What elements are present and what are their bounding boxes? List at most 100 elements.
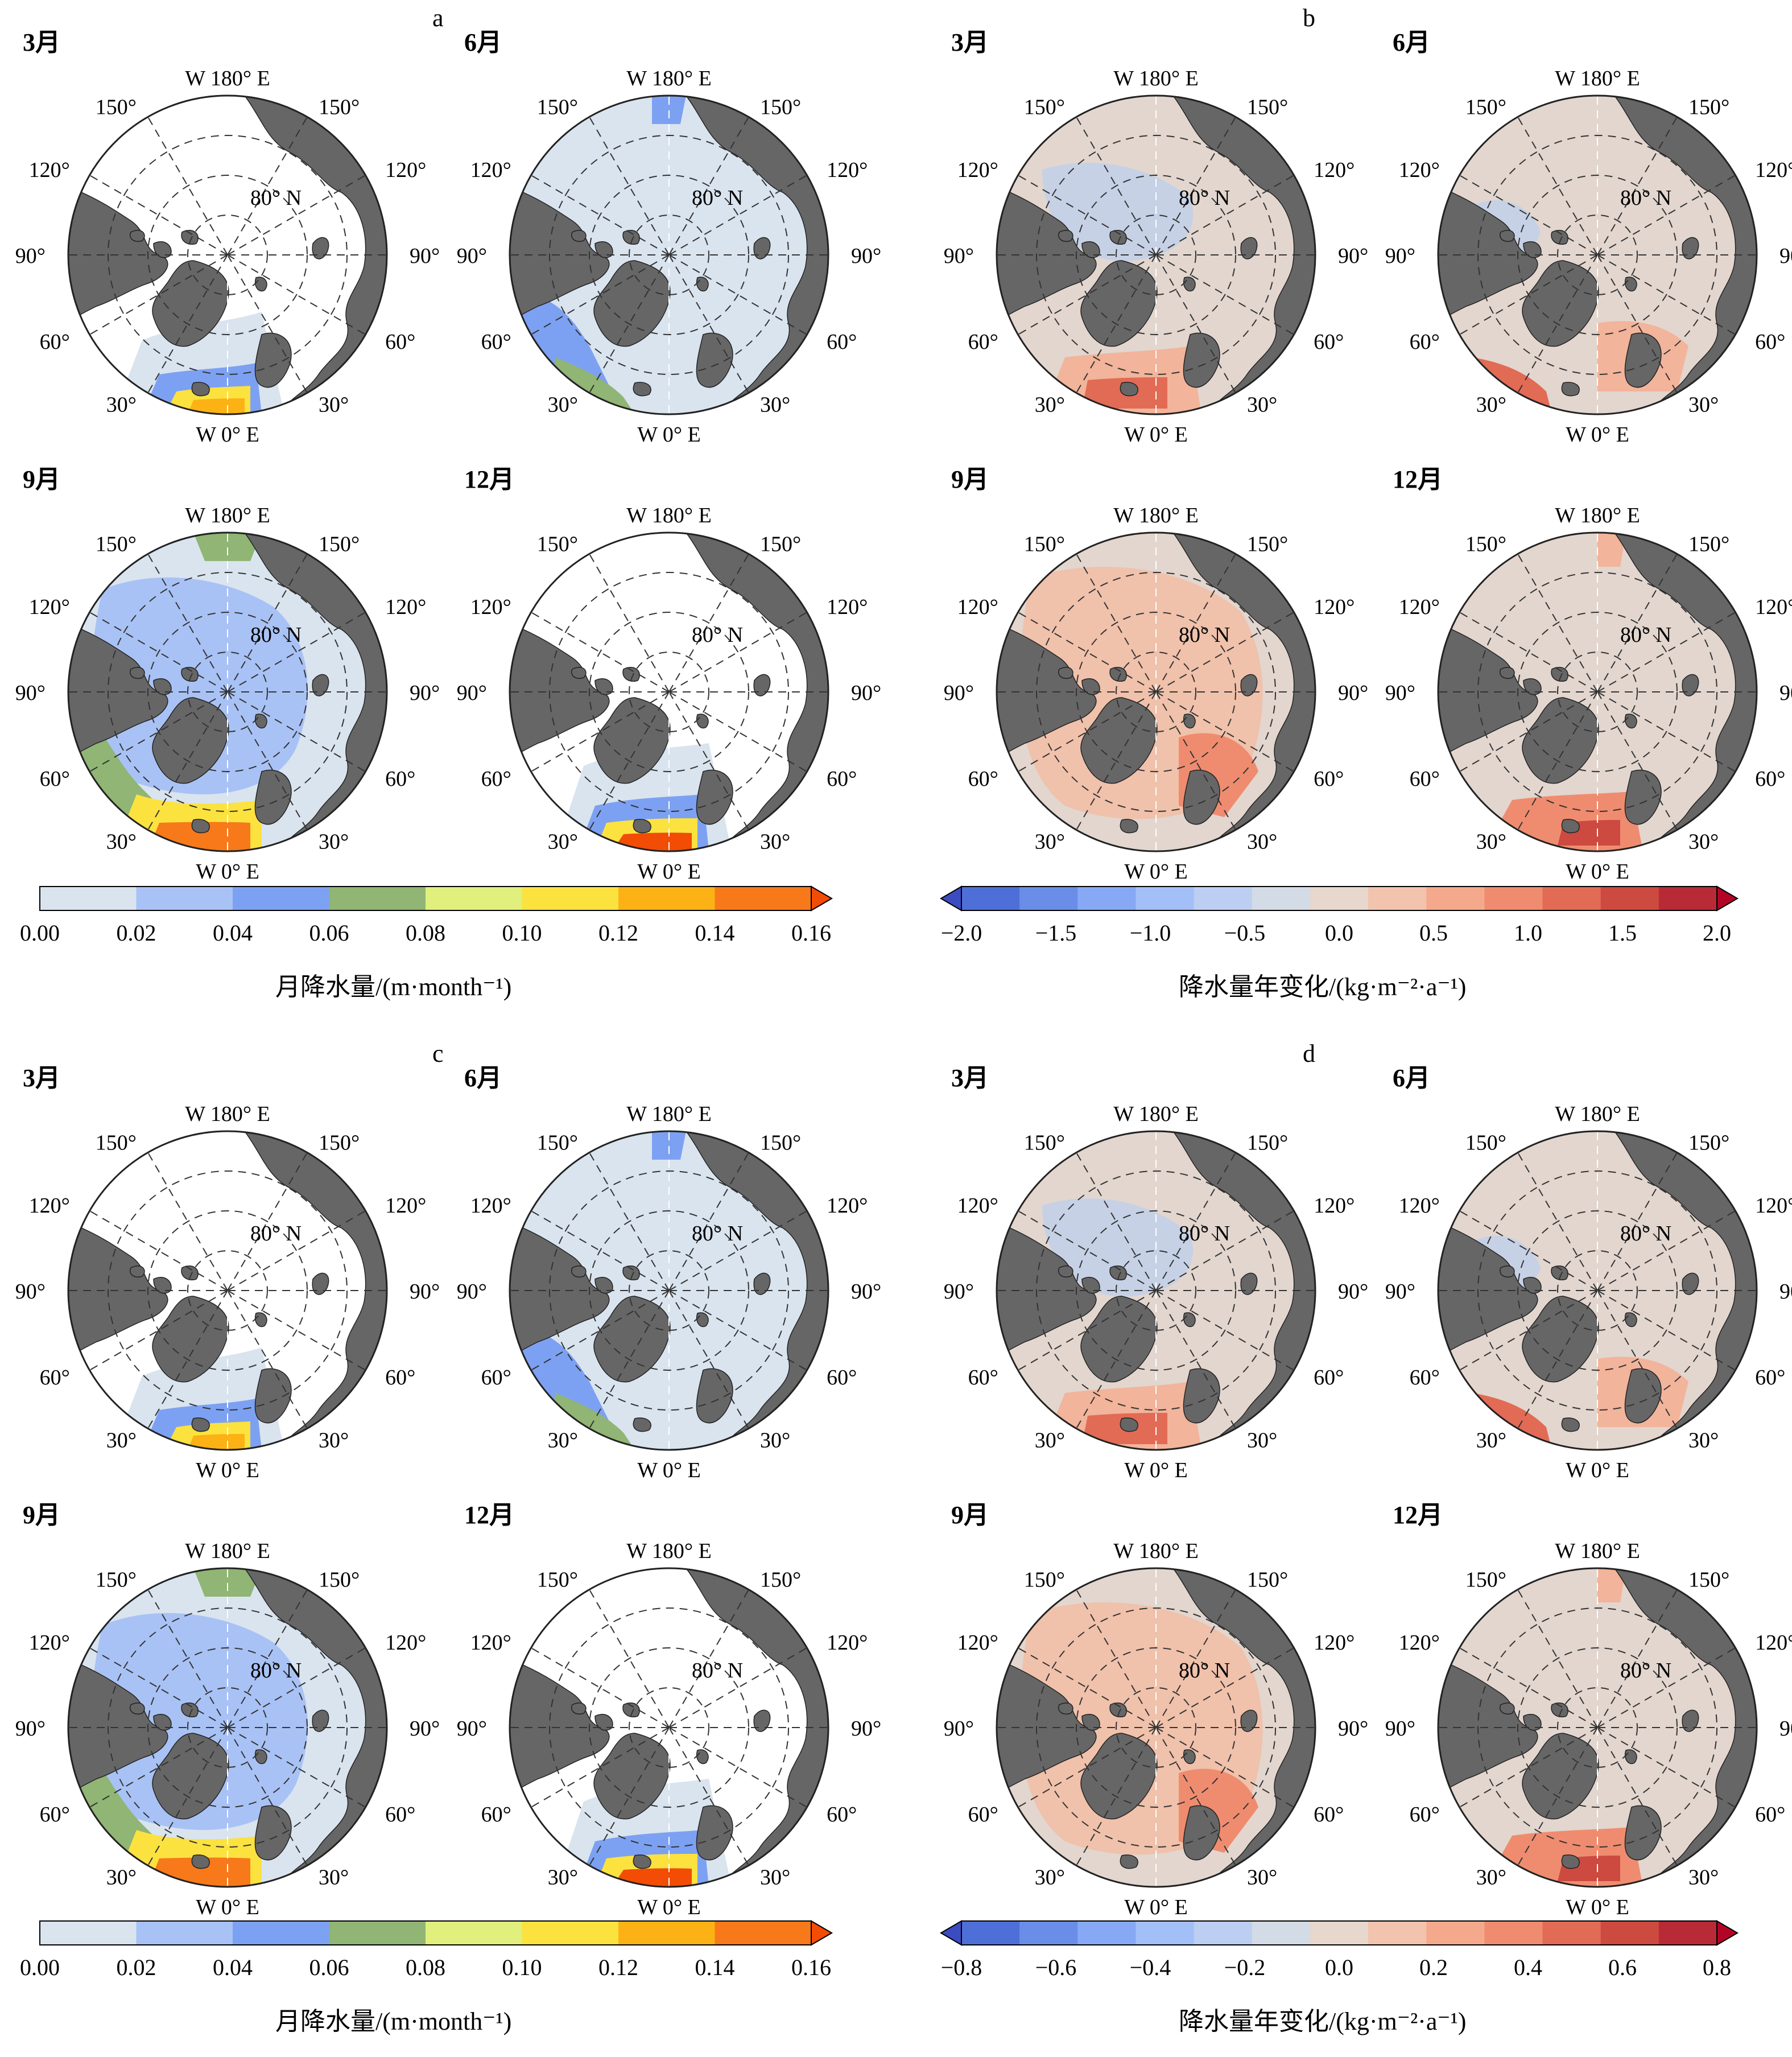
map-disc: W 180° E W 0° E 80° N 150° 150° 120° 120° 90° 90… [15,67,440,447]
lon-label-bottom: W 0° E [1124,423,1188,447]
land-mass [181,667,199,682]
lon-label-right: 120° [1755,595,1792,619]
lon-label-right: 90° [1338,681,1368,705]
colorbar-segment [1658,1921,1717,1945]
lat-label: 80° N [1620,623,1671,647]
land-mass [191,819,210,834]
lon-label-right: 150° [319,1131,360,1155]
lon-label-right: 90° [1779,244,1792,268]
land-mass [1624,1805,1662,1861]
land-mass [1561,382,1580,397]
colorbar-segment [40,887,137,910]
land-mass [1500,666,1515,679]
lon-label-top: W 180° E [185,67,270,90]
colorbar-tick-label: 0.14 [695,920,735,946]
lat-label: 80° N [692,1222,743,1246]
colorbar-svg [39,885,833,912]
lon-label-right: 60° [1755,767,1785,791]
lon-label-left: 30° [1476,1866,1506,1890]
lon-label-left: 30° [1035,830,1065,854]
land-mass [130,229,145,242]
lon-label-left: 30° [1035,393,1065,417]
colorbar-segment [1252,887,1311,910]
colorbar-svg [940,885,1739,912]
land-mass [255,714,267,729]
land-mass [1551,230,1568,245]
colorbar-tick-label: 0.12 [598,920,638,946]
lon-label-left: 90° [1385,244,1415,268]
lon-label-left: 120° [1399,1194,1440,1218]
lon-label-right: 120° [827,1194,868,1218]
lon-label-top: W 180° E [1555,504,1640,527]
land-mass [1500,1265,1515,1277]
polar-map-b-4: 12月 W 180° E W 0° E 80° N 150° 150° 120° 120° 90… [1385,459,1792,902]
ocean-zone [652,96,686,124]
lon-label-right: 90° [1338,1280,1368,1304]
month-label: 6月 [1393,1064,1430,1092]
lon-label-left: 60° [968,1803,998,1827]
colorbar-segment [136,1921,233,1945]
lon-label-top: W 180° E [1113,1102,1199,1126]
lon-label-left: 90° [457,1280,487,1304]
lon-label-left: 120° [957,1631,998,1655]
lon-label-right: 120° [1314,1631,1355,1655]
lon-label-left: 120° [1399,1631,1440,1655]
lon-label-left: 30° [1476,393,1506,417]
land-mass [1183,1805,1220,1861]
lon-label-left: 60° [1410,767,1440,791]
map-disc: W 180° E W 0° E 80° N 150° 150° 120° 120° 90° 90… [944,67,1368,447]
land-mass [696,769,733,825]
polar-map-a-2: 6月 W 180° E W 0° E 80° N 150° 150° 120° 120° 90°… [457,22,881,465]
colorbar-segment [1368,1921,1427,1945]
land-mass [1109,667,1127,682]
lon-label-left: 60° [481,1803,511,1827]
lon-label-right: 90° [1779,1717,1792,1741]
colorbar-tick-label: 0.04 [213,1955,253,1980]
lon-label-right: 60° [1314,1803,1344,1827]
colorbar-segment [1426,1921,1485,1945]
colorbar-tick-label: 0.08 [406,920,445,946]
lon-label-bottom: W 0° E [637,1895,701,1919]
lon-label-right: 150° [1247,95,1288,119]
colorbar-tick-label: 0.12 [598,1955,638,1980]
lon-label-left: 90° [944,1717,974,1741]
lon-label-right: 60° [1314,767,1344,791]
colorbar-title: 月降水量/(m·month⁻¹) [275,973,512,1001]
colorbar-segment [329,887,426,910]
colorbar-title: 月降水量/(m·month⁻¹) [275,2007,512,2035]
lon-label-bottom: W 0° E [637,423,701,447]
land-mass [696,1368,733,1424]
month-label: 3月 [951,28,989,56]
land-mass [1183,1312,1196,1328]
colorbar-segment [233,887,329,910]
colorbar-segment [1658,887,1717,910]
colorbar-segment [1484,887,1543,910]
colorbar-segment [715,887,812,910]
lon-label-left: 150° [1465,95,1506,119]
lon-label-right: 90° [851,681,881,705]
colorbar-tick-label: −1.0 [1129,920,1171,946]
panel-letter-c: c [432,1040,444,1067]
lon-label-right: 120° [1314,158,1355,182]
colorbar-segment [961,1921,1020,1945]
lon-label-right: 90° [410,1717,440,1741]
month-label: 6月 [1393,28,1430,56]
colorbar-segment [1542,1921,1601,1945]
colorbar-tick-label: 0.14 [695,1955,735,1980]
colorbar-segment [1310,887,1369,910]
polar-map-d-1: 3月 W 180° E W 0° E 80° N 150° 150° 120° 120° 90°… [944,1057,1368,1501]
lon-label-right: 150° [1247,1131,1288,1155]
lon-label-right: 30° [319,830,349,854]
month-label: 3月 [23,28,60,56]
land-mass [1109,1265,1127,1280]
lon-label-left: 150° [537,1131,578,1155]
lon-label-top: W 180° E [185,504,270,527]
land-mass [1120,819,1138,834]
lon-label-left: 120° [29,595,70,619]
lon-label-right: 90° [1779,1280,1792,1304]
lon-label-right: 120° [385,1194,426,1218]
land-mass [571,1702,587,1714]
colorbar-tick-label: 0.8 [1703,1955,1731,1980]
colorbar-tick-label: 0.2 [1419,1955,1448,1980]
lon-label-left: 60° [968,330,998,354]
